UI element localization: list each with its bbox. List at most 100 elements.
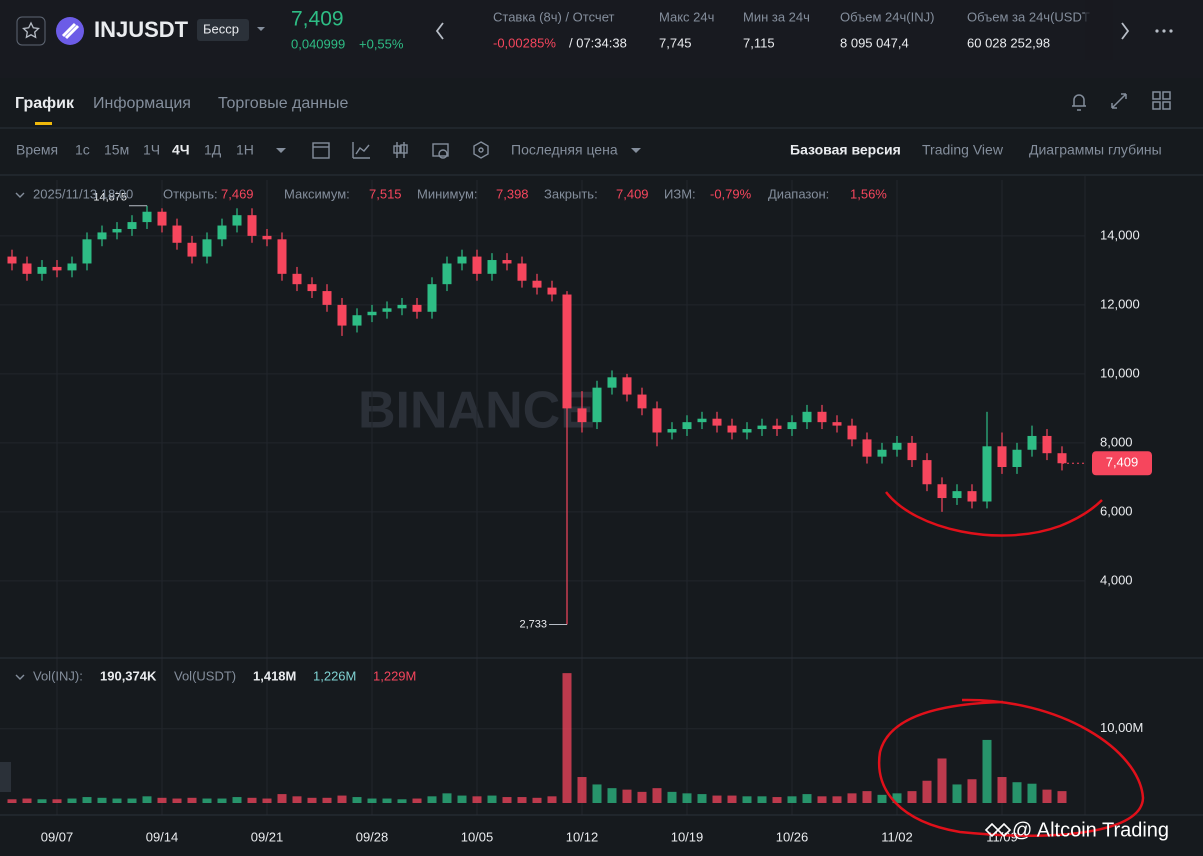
interval[interactable]: 1Ч	[143, 142, 160, 158]
candle-body	[352, 315, 362, 326]
candle-body	[232, 215, 242, 226]
price-type-dropdown[interactable]	[631, 148, 641, 153]
tab[interactable]: Торговые данные	[218, 95, 348, 112]
volume-bar	[742, 796, 752, 803]
candle-body	[1012, 449, 1022, 468]
volume-bar	[172, 798, 182, 803]
fullscreen-icon[interactable]	[1111, 93, 1127, 109]
candle-body	[922, 460, 932, 485]
volume-bar	[127, 798, 137, 803]
volume-bar	[547, 796, 557, 803]
dropdown-icon[interactable]	[257, 27, 265, 31]
y-tick-label: 10,000	[1100, 365, 1140, 380]
candle-body	[472, 256, 482, 274]
interval[interactable]: 1с	[75, 142, 90, 158]
tab[interactable]: График	[15, 95, 75, 112]
view[interactable]: Trading View	[922, 142, 1004, 158]
ohlc-date: 2025/11/13 18:00	[33, 186, 133, 201]
volume-bar	[637, 791, 647, 803]
candle-body	[217, 225, 227, 240]
candle-body	[172, 225, 182, 243]
volume-bar	[157, 797, 167, 803]
side-toggle[interactable]	[0, 762, 11, 792]
stat-label: Мин за 24ч	[743, 9, 810, 24]
collapse-icon[interactable]	[15, 674, 25, 680]
last-price: 7,409	[291, 8, 344, 31]
fade	[1085, 0, 1113, 60]
ohlc-label: Закрыть:	[544, 186, 598, 201]
star-icon	[22, 21, 40, 39]
candle-body	[142, 211, 152, 223]
candle-body	[532, 280, 542, 288]
volume-bar	[937, 758, 947, 803]
credit: @ Altcoin Trading	[1012, 819, 1169, 841]
layout-icon[interactable]	[1152, 91, 1171, 110]
candle-body	[22, 263, 32, 274]
volume-bar	[832, 796, 842, 803]
interval-dropdown[interactable]	[276, 148, 286, 153]
volume-value: 190,374K	[100, 668, 157, 683]
view-selected[interactable]: Базовая версия	[790, 142, 901, 158]
candle-body	[247, 215, 257, 236]
volume-bar	[877, 794, 887, 803]
price-change-percent: +0,55%	[359, 36, 404, 51]
x-tick-label: 10/05	[461, 829, 494, 844]
tab[interactable]: Информация	[93, 95, 191, 112]
scroll-right[interactable]	[1121, 22, 1130, 40]
volume-bar	[307, 797, 317, 803]
tool-icons[interactable]	[312, 141, 489, 159]
volume-bar	[277, 794, 287, 803]
ohlc-value: 7,469	[221, 186, 254, 201]
volume-bar	[457, 795, 467, 803]
stat-label: Объем 24ч(INJ)	[840, 9, 934, 24]
volume-bar	[352, 797, 362, 803]
view[interactable]: Диаграммы глубины	[1029, 142, 1162, 158]
interval[interactable]: 15м	[104, 142, 129, 158]
candle-body	[757, 425, 767, 430]
stat-label: Макс 24ч	[659, 9, 714, 24]
interval[interactable]: 1Д	[204, 142, 222, 158]
candle-body	[412, 304, 422, 312]
volume-bar	[82, 797, 92, 803]
volume-bar	[397, 799, 407, 803]
volume-bar	[7, 799, 17, 803]
volume-bar	[262, 798, 272, 803]
y-tick-label: 12,000	[1100, 296, 1140, 311]
volume-bar	[427, 796, 437, 803]
candle-body	[862, 439, 872, 457]
candle-body	[517, 263, 527, 281]
candle-body	[682, 422, 692, 430]
last-price-label: 7,409	[1106, 455, 1139, 470]
volume-bar	[772, 797, 782, 803]
favorite-button[interactable]	[16, 16, 46, 46]
volume-bar	[727, 795, 737, 803]
volume-bar	[682, 793, 692, 803]
symbol[interactable]: INJUSDT	[94, 17, 189, 42]
interval-selected[interactable]: 4Ч	[172, 142, 190, 158]
y-tick-label: 8,000	[1100, 434, 1133, 449]
volume-bar	[757, 796, 767, 803]
collapse-icon[interactable]	[15, 192, 25, 198]
volume-bar	[532, 797, 542, 803]
candle-body	[397, 304, 407, 309]
volume-bar	[1057, 791, 1067, 803]
price-type[interactable]: Последняя цена	[511, 142, 618, 158]
candle-body	[727, 425, 737, 433]
volume-bar	[1027, 783, 1037, 803]
candle-body	[322, 291, 332, 305]
interval[interactable]: 1Н	[236, 142, 254, 158]
candle-body	[667, 429, 677, 433]
volume-bar	[37, 799, 47, 803]
scroll-left[interactable]	[435, 22, 444, 40]
chart-area: 09/07 09/14 09/21 09/28 10/05 10/12 10/19 10/26…	[0, 175, 1203, 844]
alert-icon[interactable]	[1072, 94, 1086, 111]
candle-body	[82, 239, 92, 264]
annotation-label: 2,733	[519, 618, 547, 630]
candle-body	[967, 491, 977, 502]
ohlc-value: 7,515	[369, 186, 402, 201]
volume-bar	[502, 797, 512, 803]
more-menu[interactable]	[1155, 29, 1173, 33]
ohlc-label: Минимум:	[417, 186, 478, 201]
x-tick-label: 10/19	[671, 829, 704, 844]
